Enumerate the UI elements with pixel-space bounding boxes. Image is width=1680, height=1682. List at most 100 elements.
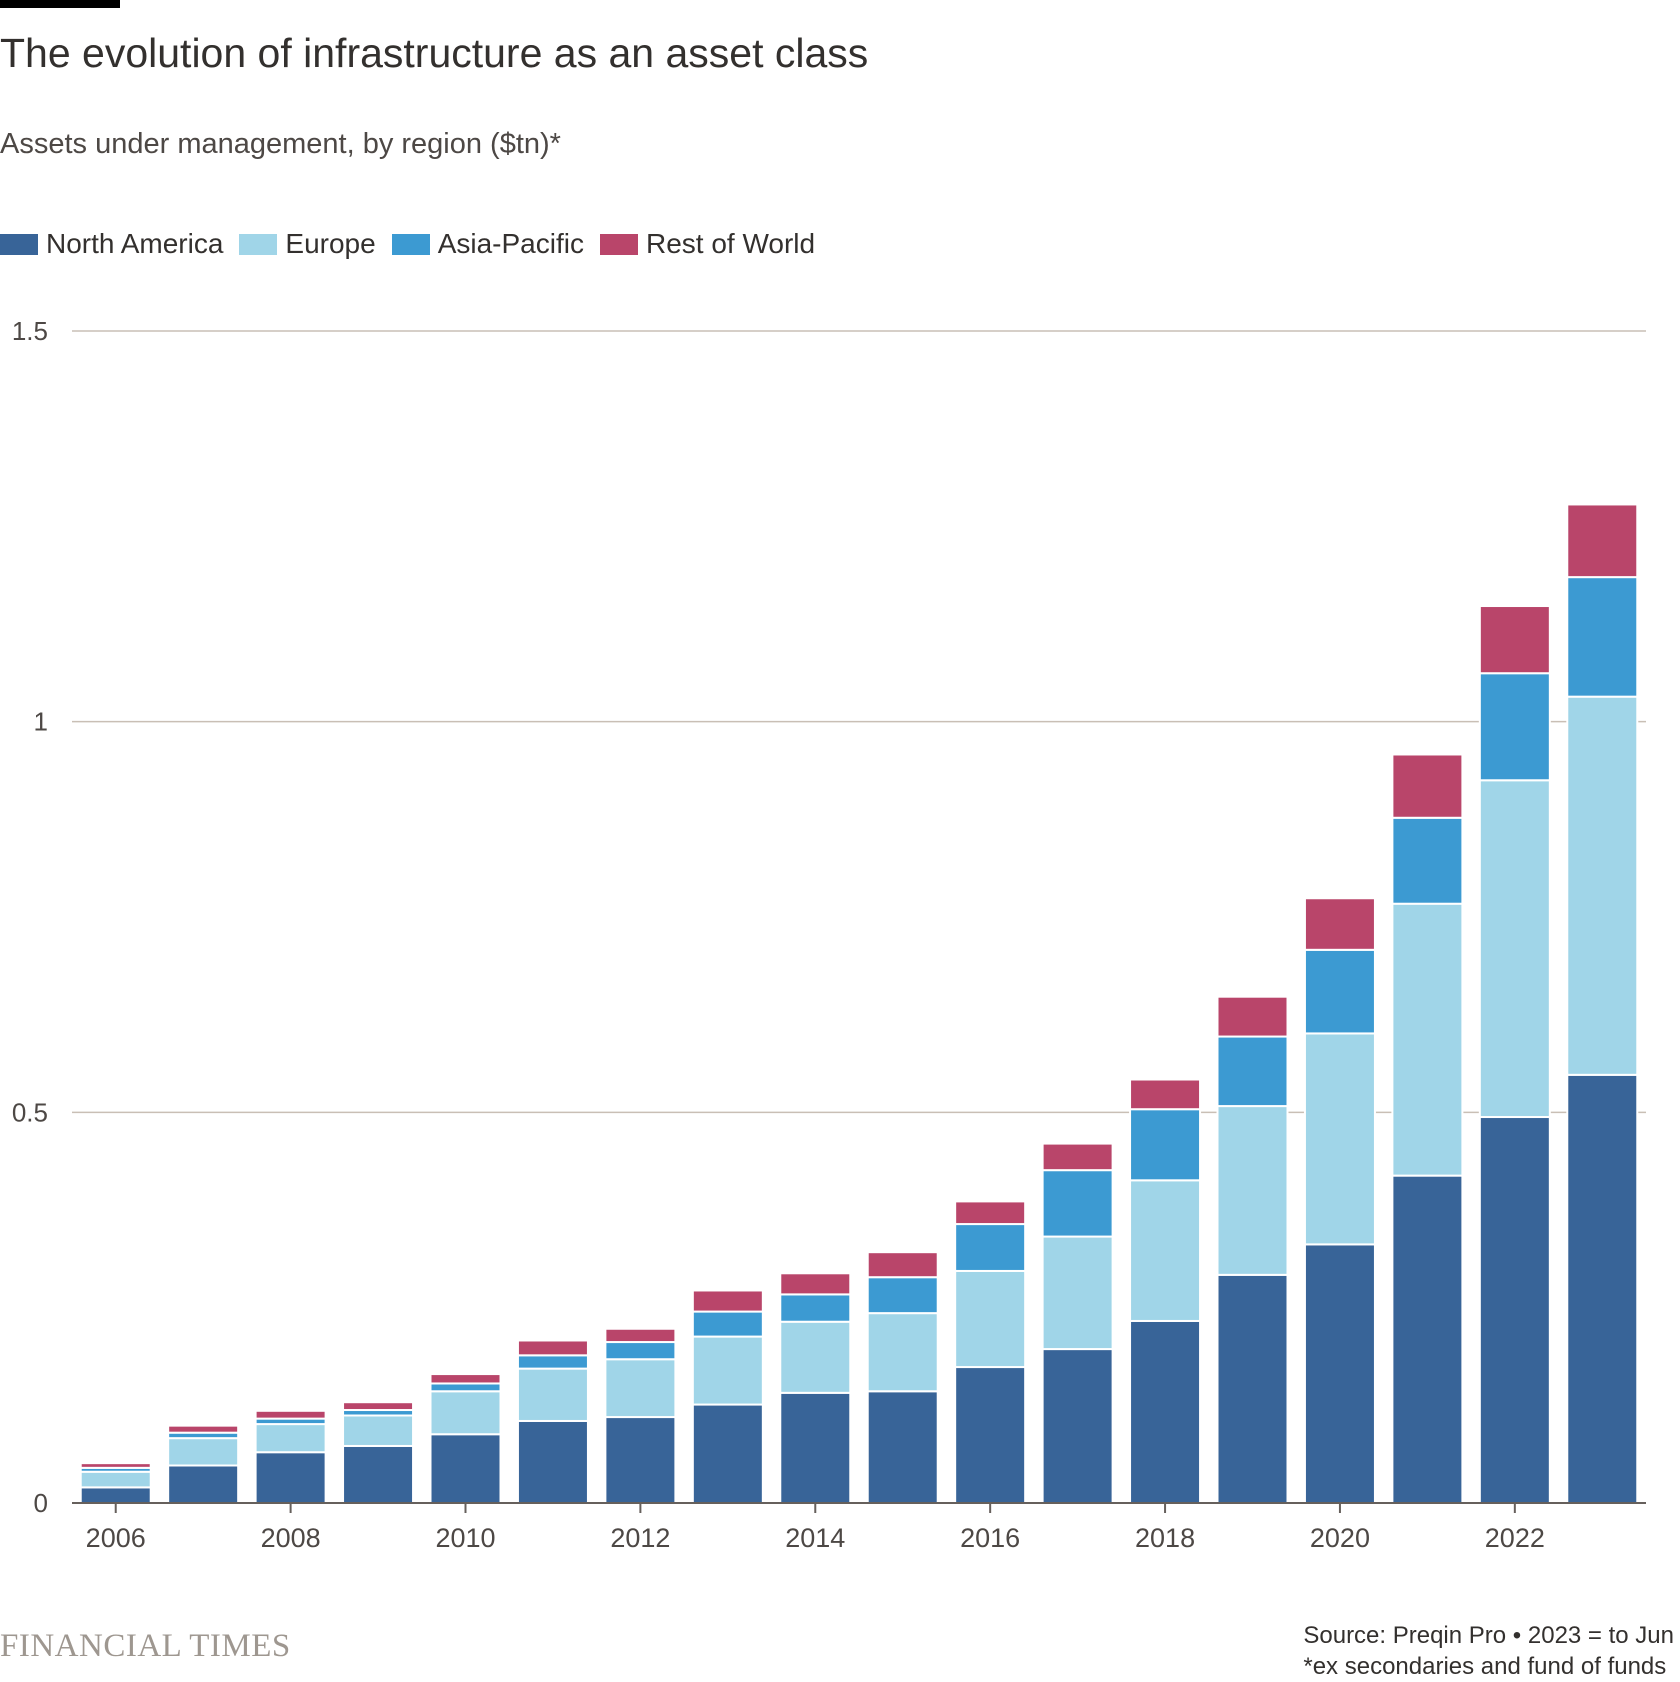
bar-segment (79, 1486, 152, 1504)
bar-segment (1391, 902, 1464, 1177)
bar-segment (79, 1462, 152, 1469)
legend-item-asia-pacific: Asia-Pacific (391, 228, 584, 260)
ft-logo: FINANCIAL TIMES (0, 1628, 291, 1664)
bar-segment (866, 1276, 939, 1315)
x-tick-label: 2008 (261, 1523, 321, 1553)
bar-segment (866, 1251, 939, 1279)
bar-segment (691, 1289, 764, 1313)
legend-swatch (391, 233, 430, 255)
chart-title: The evolution of infrastructure as an as… (0, 30, 869, 76)
x-tick-label: 2020 (1310, 1523, 1370, 1553)
bar-segment (1041, 1235, 1114, 1351)
x-tick-label: 2014 (785, 1523, 845, 1553)
bar-segment (954, 1366, 1027, 1504)
bar-segment (1129, 1319, 1202, 1504)
bar-segment (954, 1223, 1027, 1272)
y-tick-label: 1 (34, 707, 48, 737)
bar-segment (691, 1335, 764, 1406)
bar-segment (1216, 1273, 1289, 1505)
bar-segment (429, 1373, 502, 1385)
legend-item-north-america: North America (0, 228, 223, 260)
bar-segment (1303, 1243, 1376, 1504)
bar-segment (779, 1391, 852, 1505)
bar-segment (1478, 672, 1551, 782)
bar-segment (779, 1320, 852, 1394)
bar-segment (167, 1464, 240, 1504)
x-tick-label: 2012 (610, 1523, 670, 1553)
bar-segment (79, 1470, 152, 1489)
legend-item-rest-of-world: Rest of World (599, 228, 816, 260)
bar-segment (1041, 1169, 1114, 1238)
legend-swatch (599, 233, 638, 255)
legend-swatch (239, 233, 278, 255)
bar-segment (1478, 1116, 1551, 1505)
source-note: Source: Preqin Pro • 2023 = to Jun *ex s… (1303, 1620, 1674, 1682)
bar-segment (429, 1382, 502, 1393)
bar-segment (691, 1403, 764, 1504)
bar-segment (866, 1312, 939, 1393)
bar-segment (1041, 1142, 1114, 1172)
bar-segment (254, 1423, 327, 1454)
bar-segment (254, 1409, 327, 1420)
y-tick-label: 0.5 (12, 1097, 48, 1127)
legend-item-europe: Europe (239, 228, 376, 260)
x-tick-label: 2016 (960, 1523, 1020, 1553)
bar-segment (1391, 1174, 1464, 1504)
x-tick-label: 2010 (435, 1523, 495, 1553)
bar-segment (779, 1272, 852, 1296)
bar-segment (1478, 605, 1551, 675)
bar-segment (516, 1354, 589, 1370)
bar-segment (1216, 995, 1289, 1038)
bar-segment (604, 1358, 677, 1419)
bar-segment (604, 1327, 677, 1344)
bar-segment (516, 1339, 589, 1357)
bar-segment (691, 1310, 764, 1338)
bar-segment (1303, 948, 1376, 1035)
legend-swatch (0, 233, 38, 255)
chart-subtitle: Assets under management, by region ($tn)… (0, 128, 561, 160)
bar-segment (1129, 1078, 1202, 1111)
legend-label: Europe (285, 228, 376, 259)
bar-segment (429, 1433, 502, 1505)
legend: North America Europe Asia-Pacific Rest o… (0, 228, 831, 260)
bar-segment (342, 1414, 415, 1447)
bar-segment (1566, 695, 1639, 1076)
bar-segment (1216, 1105, 1289, 1276)
bar-segment (1566, 576, 1639, 698)
y-tick-label: 1.5 (12, 316, 48, 346)
bar-segment (954, 1269, 1027, 1369)
bar-segment (342, 1444, 415, 1504)
bar-segment (516, 1419, 589, 1504)
bar-segment (342, 1401, 415, 1412)
legend-label: North America (46, 228, 224, 259)
bar-segment (167, 1437, 240, 1467)
x-tick-label: 2022 (1485, 1523, 1545, 1553)
bar-segment (1391, 753, 1464, 819)
bar-segment (1041, 1348, 1114, 1505)
bar-segment (1303, 1032, 1376, 1246)
x-tick-label: 2006 (86, 1523, 146, 1553)
source-text: Source: Preqin Pro • 2023 = to Jun (1303, 1622, 1674, 1649)
bar-segment (1566, 503, 1639, 579)
footnote-text: *ex secondaries and fund of funds (1303, 1653, 1667, 1680)
bar-segment (866, 1390, 939, 1504)
bar-segment (779, 1293, 852, 1323)
bar-segment (1216, 1035, 1289, 1108)
bar-segment (604, 1341, 677, 1361)
bar-segment (1129, 1179, 1202, 1322)
bar-segment (1478, 779, 1551, 1119)
top-rule (0, 0, 120, 8)
bar-segment (254, 1451, 327, 1505)
legend-label: Asia-Pacific (437, 228, 584, 259)
bar-segment (429, 1390, 502, 1436)
bar-segment (1566, 1073, 1639, 1504)
bar-segment (954, 1200, 1027, 1226)
bar-segment (1129, 1108, 1202, 1182)
x-tick-label: 2018 (1135, 1523, 1195, 1553)
bar-segment (604, 1416, 677, 1505)
bar-segment (1391, 816, 1464, 905)
legend-label: Rest of World (645, 228, 816, 259)
bar-segment (1303, 897, 1376, 951)
y-tick-label: 0 (34, 1488, 48, 1518)
